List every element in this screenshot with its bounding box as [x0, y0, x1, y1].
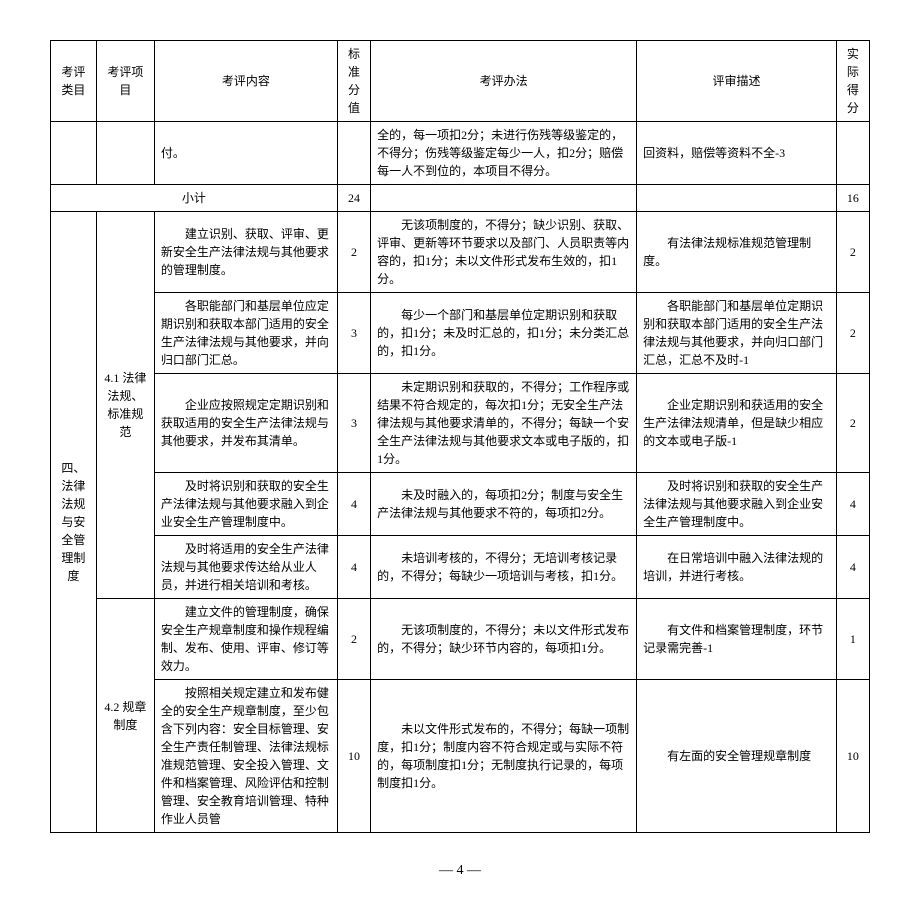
header-row: 考评类目 考评项目 考评内容 标准分值 考评办法 评审描述 实际得分: [51, 41, 870, 122]
content-cell: 建立识别、获取、评审、更新安全生产法律法规与其他要求的管理制度。: [154, 212, 337, 293]
table-row: 各职能部门和基层单位应定期识别和获取本部门适用的安全生产法律法规与其他要求，并向…: [51, 293, 870, 374]
actual-cell: 2: [836, 212, 869, 293]
actual-cell: 4: [836, 473, 869, 536]
method-cell: 无该项制度的，不得分；缺少识别、获取、评审、更新等环节要求以及部门、人员职责等内…: [371, 212, 637, 293]
hdr-review: 评审描述: [637, 41, 837, 122]
table-row: 按照相关规定建立和发布健全的安全生产规章制度，至少包含下列内容：安全目标管理、安…: [51, 680, 870, 833]
std-cell: 4: [337, 473, 370, 536]
method-cell: 未以文件形式发布的，不得分；每缺一项制度，扣1分；制度内容不符合规定或与实际不符…: [371, 680, 637, 833]
hdr-std: 标准分值: [337, 41, 370, 122]
std-cell: 3: [337, 293, 370, 374]
actual-cell: 1: [836, 599, 869, 680]
prev-item: [96, 122, 154, 185]
table-row: 及时将适用的安全生产法律法规与其他要求传达给从业人员，并进行相关培训和考核。 4…: [51, 536, 870, 599]
review-cell: 在日常培训中融入法律法规的培训，并进行考核。: [637, 536, 837, 599]
std-cell: 2: [337, 599, 370, 680]
content-cell: 各职能部门和基层单位应定期识别和获取本部门适用的安全生产法律法规与其他要求，并向…: [154, 293, 337, 374]
method-cell: 未培训考核的，不得分；无培训考核记录的，不得分；每缺少一项培训与考核，扣1分。: [371, 536, 637, 599]
review-cell: 有左面的安全管理规章制度: [637, 680, 837, 833]
prev-std: [337, 122, 370, 185]
actual-cell: 2: [836, 374, 869, 473]
prev-content: 付。: [154, 122, 337, 185]
review-cell: 企业定期识别和获适用的安全生产法律法规清单，但是缺少相应的文本或电子版-1: [637, 374, 837, 473]
hdr-cat: 考评类目: [51, 41, 97, 122]
category-cell: 四、法律法规与安全管理制度: [51, 212, 97, 833]
review-cell: 各职能部门和基层单位定期识别和获取本部门适用的安全生产法律法规与其他要求，并向归…: [637, 293, 837, 374]
hdr-actual: 实际得分: [836, 41, 869, 122]
review-cell: 有法律法规标准规范管理制度。: [637, 212, 837, 293]
page-number: — 4 —: [50, 863, 870, 879]
hdr-content: 考评内容: [154, 41, 337, 122]
review-cell: 及时将识别和获取的安全生产法律法规与其他要求融入到企业安全生产管理制度中。: [637, 473, 837, 536]
subtotal-review: [637, 185, 837, 212]
subtotal-row: 小计 24 16: [51, 185, 870, 212]
table-row: 企业应按照规定定期识别和获取适用的安全生产法律法规与其他要求，并发布其清单。 3…: [51, 374, 870, 473]
item42-cell: 4.2 规章制度: [96, 599, 154, 833]
subtotal-actual: 16: [836, 185, 869, 212]
prev-review: 回资料，赔偿等资料不全-3: [637, 122, 837, 185]
hdr-method: 考评办法: [371, 41, 637, 122]
content-cell: 及时将适用的安全生产法律法规与其他要求传达给从业人员，并进行相关培训和考核。: [154, 536, 337, 599]
method-cell: 未定期识别和获取的，不得分；工作程序或结果不符合规定的，每次扣1分；无安全生产法…: [371, 374, 637, 473]
actual-cell: 4: [836, 536, 869, 599]
actual-cell: 2: [836, 293, 869, 374]
prev-cat: [51, 122, 97, 185]
content-cell: 及时将识别和获取的安全生产法律法规与其他要求融入到企业安全生产管理制度中。: [154, 473, 337, 536]
review-cell: 有文件和档案管理制度，环节记录需完善-1: [637, 599, 837, 680]
actual-cell: 10: [836, 680, 869, 833]
subtotal-label: 小计: [51, 185, 338, 212]
method-cell: 未及时融入的，每项扣2分；制度与安全生产法律法规与其他要求不符的，每项扣2分。: [371, 473, 637, 536]
table-row: 及时将识别和获取的安全生产法律法规与其他要求融入到企业安全生产管理制度中。 4 …: [51, 473, 870, 536]
hdr-item: 考评项目: [96, 41, 154, 122]
content-cell: 企业应按照规定定期识别和获取适用的安全生产法律法规与其他要求，并发布其清单。: [154, 374, 337, 473]
prev-actual: [836, 122, 869, 185]
subtotal-method: [371, 185, 637, 212]
table-row: 四、法律法规与安全管理制度 4.1 法律法规、标准规范 建立识别、获取、评审、更…: [51, 212, 870, 293]
prev-continuation-row: 付。 全的，每一项扣2分；未进行伤残等级鉴定的，不得分；伤残等级鉴定每少一人，扣…: [51, 122, 870, 185]
item41-cell: 4.1 法律法规、标准规范: [96, 212, 154, 599]
std-cell: 4: [337, 536, 370, 599]
assessment-table: 考评类目 考评项目 考评内容 标准分值 考评办法 评审描述 实际得分 付。 全的…: [50, 40, 870, 833]
subtotal-std: 24: [337, 185, 370, 212]
table-row: 4.2 规章制度 建立文件的管理制度，确保安全生产规章制度和操作规程编制、发布、…: [51, 599, 870, 680]
std-cell: 2: [337, 212, 370, 293]
method-cell: 每少一个部门和基层单位定期识别和获取的，扣1分；未及时汇总的，扣1分；未分类汇总…: [371, 293, 637, 374]
method-cell: 无该项制度的，不得分；未以文件形式发布的，不得分；缺少环节内容的，每项扣1分。: [371, 599, 637, 680]
std-cell: 3: [337, 374, 370, 473]
prev-method: 全的，每一项扣2分；未进行伤残等级鉴定的，不得分；伤残等级鉴定每少一人，扣2分；…: [371, 122, 637, 185]
std-cell: 10: [337, 680, 370, 833]
content-cell: 按照相关规定建立和发布健全的安全生产规章制度，至少包含下列内容：安全目标管理、安…: [154, 680, 337, 833]
content-cell: 建立文件的管理制度，确保安全生产规章制度和操作规程编制、发布、使用、评审、修订等…: [154, 599, 337, 680]
